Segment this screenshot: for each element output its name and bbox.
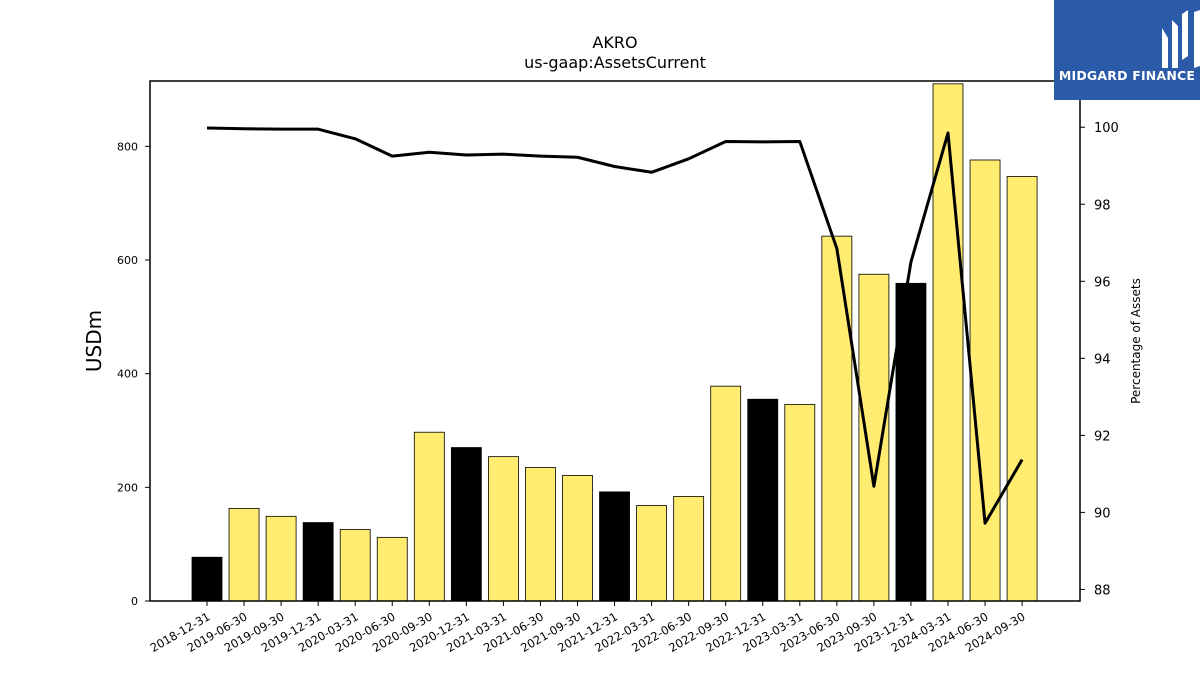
y2-tick-label: 90: [1094, 506, 1111, 521]
bar-2022-09-30: [710, 385, 742, 602]
bar-2023-09-30: [858, 273, 890, 602]
line-layer: [206, 126, 1024, 525]
bar-2019-12-31: [302, 522, 334, 602]
logo-text: MIDGARD FINANCE: [1058, 68, 1196, 83]
y2-tick-label: 92: [1094, 429, 1111, 444]
bar-2021-09-30: [562, 475, 593, 602]
y2-tick-label: 94: [1094, 352, 1111, 367]
bar-2023-03-31: [784, 403, 816, 602]
y-tick-label: 400: [117, 368, 138, 381]
bar-2018-12-31: [191, 556, 223, 602]
bars-layer: [191, 83, 1038, 602]
y2-tick-label: 98: [1094, 198, 1111, 213]
bar-2021-06-30: [525, 467, 556, 602]
chart-subtitle: us-gaap:AssetsCurrent: [524, 53, 706, 72]
bar-2020-12-31: [450, 447, 482, 602]
bar-2022-12-31: [747, 398, 779, 602]
bar-2021-12-31: [599, 491, 630, 602]
bar-2023-06-30: [821, 235, 853, 602]
bar-2020-06-30: [376, 536, 408, 602]
bar-2024-03-31: [932, 83, 964, 602]
bar-2019-06-30: [228, 507, 260, 602]
bar-2022-06-30: [673, 496, 705, 602]
bar-2021-03-31: [487, 456, 519, 602]
chart-title: AKRO: [592, 33, 637, 52]
logo-mark-icon: [1162, 10, 1200, 68]
y-tick-label: 0: [131, 595, 138, 608]
bar-2022-03-31: [636, 505, 667, 602]
bar-2020-03-31: [339, 528, 371, 602]
bar-2023-12-31: [895, 282, 927, 602]
y-tick-label: 600: [117, 254, 138, 267]
logo: MIDGARD FINANCE: [1054, 0, 1200, 100]
y-axis-label: USDm: [82, 310, 106, 372]
bar-2019-09-30: [265, 515, 297, 602]
bar-2024-09-30: [1006, 176, 1038, 602]
y-axis: 0 200 400 600 800: [117, 140, 150, 608]
y-tick-label: 800: [117, 140, 138, 153]
y2-tick-label: 88: [1094, 583, 1111, 598]
y-tick-label: 200: [117, 481, 138, 494]
y2-axis-label: Percentage of Assets: [1129, 278, 1143, 404]
bar-2024-06-30: [969, 159, 1001, 602]
percentage-line: [206, 126, 1024, 525]
bar-2020-09-30: [413, 431, 445, 602]
x-axis: 2018-12-312019-06-302019-09-302019-12-31…: [148, 601, 1028, 655]
y2-axis: 88 90 92 94 96 98 100: [1080, 121, 1119, 598]
y2-tick-label: 96: [1094, 275, 1111, 290]
y2-tick-label: 100: [1094, 121, 1119, 136]
